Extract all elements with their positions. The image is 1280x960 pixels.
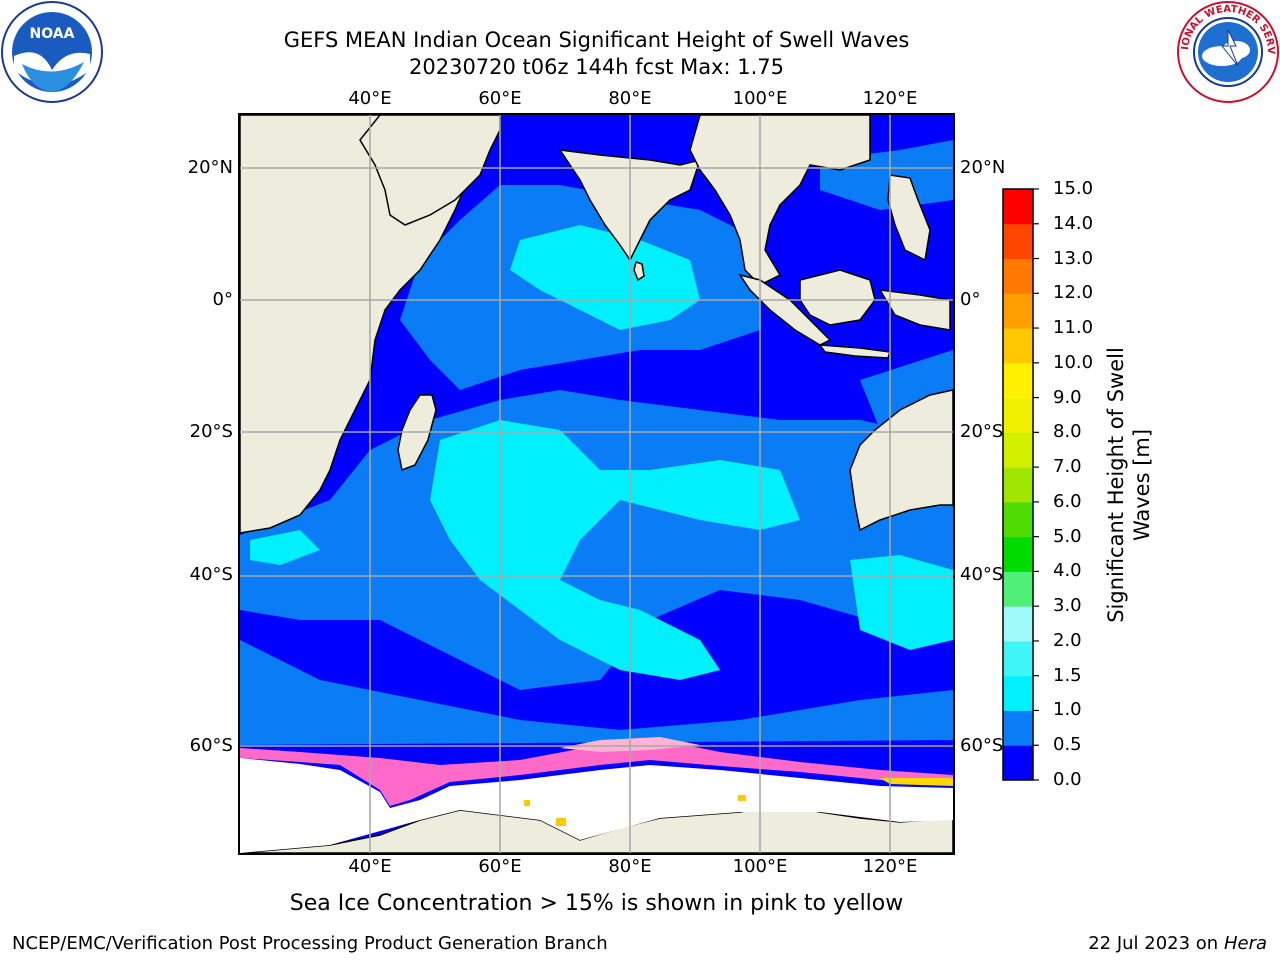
colorbar-segment xyxy=(1003,640,1033,677)
colorbar-tick-label: 11.0 xyxy=(1053,317,1094,339)
lat-tick-right-60S: 60°S xyxy=(960,735,1004,756)
colorbar-segment xyxy=(1003,258,1033,294)
colorbar-tick-label: 3.0 xyxy=(1053,595,1082,617)
colorbar-segment xyxy=(1003,328,1033,364)
colorbar-tick-label: 1.5 xyxy=(1053,664,1082,686)
swell-1.0-1.5 xyxy=(250,225,953,680)
colorbar-segment xyxy=(1003,293,1033,329)
nws-logo: NATIONAL WEATHER SERVICE xyxy=(1176,0,1279,103)
noaa-logo: NOAA xyxy=(1,1,103,103)
lon-tick-bottom-100E: 100°E xyxy=(732,856,788,877)
footer-date: 22 Jul 2023 on Hera xyxy=(1088,933,1267,954)
colorbar-segment xyxy=(1003,606,1033,642)
colorbar-segment xyxy=(1003,362,1033,399)
colorbar-tick-label: 0.0 xyxy=(1053,769,1082,790)
lon-tick-bottom-60E: 60°E xyxy=(478,856,522,877)
footer-credit: NCEP/EMC/Verification Post Processing Pr… xyxy=(12,933,608,954)
graticule xyxy=(240,115,953,853)
colorbar-segment xyxy=(1003,536,1033,572)
colorbar-frame xyxy=(1002,188,1034,781)
colorbar-tick-label: 4.0 xyxy=(1053,560,1082,582)
colorbar-tick-label: 2.0 xyxy=(1053,629,1082,651)
colorbar-label-line1: Significant Height of Swell xyxy=(1104,347,1128,623)
map-area xyxy=(240,115,953,853)
colorbar-tick-label: 0.5 xyxy=(1053,734,1082,756)
lon-tick-bottom-40E: 40°E xyxy=(348,856,392,877)
colorbar-segment xyxy=(1003,467,1033,503)
map-frame xyxy=(238,113,955,855)
lat-tick-right-20N: 20°N xyxy=(960,157,1006,178)
colorbar-label: Significant Height of Swell Waves [m] xyxy=(1103,347,1155,623)
lon-tick-top-60E: 60°E xyxy=(478,88,522,109)
colorbar-tick-label: 15.0 xyxy=(1053,178,1094,199)
colorbar-tick-label: 1.0 xyxy=(1053,699,1082,721)
chart-title: GEFS MEAN Indian Ocean Significant Heigh… xyxy=(283,28,910,52)
lat-tick-left-0: 0° xyxy=(212,289,233,310)
footer-date-text: 22 Jul 2023 on xyxy=(1088,933,1224,954)
colorbar-segment xyxy=(1003,710,1033,746)
lat-tick-right-20S: 20°S xyxy=(960,421,1004,442)
lon-tick-top-120E: 120°E xyxy=(862,88,918,109)
sea-ice-note: Sea Ice Concentration > 15% is shown in … xyxy=(289,891,904,916)
colorbar-tick-label: 12.0 xyxy=(1053,282,1094,304)
colorbar-tick-label: 14.0 xyxy=(1053,212,1094,234)
colorbar xyxy=(1003,188,1039,781)
lon-tick-bottom-80E: 80°E xyxy=(608,856,652,877)
colorbar-segment xyxy=(1003,223,1033,260)
lon-tick-top-40E: 40°E xyxy=(348,88,392,109)
lat-tick-left-20N: 20°N xyxy=(187,157,233,178)
colorbar-segment xyxy=(1003,397,1033,433)
lon-tick-bottom-120E: 120°E xyxy=(862,856,918,877)
colorbar-segment xyxy=(1003,432,1033,468)
lat-tick-right-40S: 40°S xyxy=(960,564,1004,585)
colorbar-segment xyxy=(1003,501,1033,538)
colorbar-segment xyxy=(1003,675,1033,711)
lat-tick-left-60S: 60°S xyxy=(189,735,233,756)
colorbar-tick-label: 6.0 xyxy=(1053,490,1082,512)
colorbar-tick-label: 10.0 xyxy=(1053,351,1094,373)
colorbar-tick-label: 7.0 xyxy=(1053,456,1082,478)
colorbar-tick-label: 8.0 xyxy=(1053,421,1082,443)
chart-subtitle: 20230720 t06z 144h fcst Max: 1.75 xyxy=(409,55,784,79)
colorbar-tick-label: 13.0 xyxy=(1053,247,1094,269)
colorbar-segment xyxy=(1003,745,1033,781)
colorbar-tick-label: 9.0 xyxy=(1053,386,1082,408)
footer-host: Hera xyxy=(1223,933,1267,954)
colorbar-tick-label: 5.0 xyxy=(1053,525,1082,547)
lon-tick-top-80E: 80°E xyxy=(608,88,652,109)
lat-tick-right-0: 0° xyxy=(960,289,981,310)
colorbar-segment xyxy=(1003,571,1033,607)
lon-tick-top-100E: 100°E xyxy=(732,88,788,109)
colorbar-segment xyxy=(1003,189,1033,225)
lat-tick-left-40S: 40°S xyxy=(189,564,233,585)
colorbar-label-line2: Waves [m] xyxy=(1130,428,1154,542)
noaa-logo-text: NOAA xyxy=(30,26,75,42)
lat-tick-left-20S: 20°S xyxy=(189,421,233,442)
